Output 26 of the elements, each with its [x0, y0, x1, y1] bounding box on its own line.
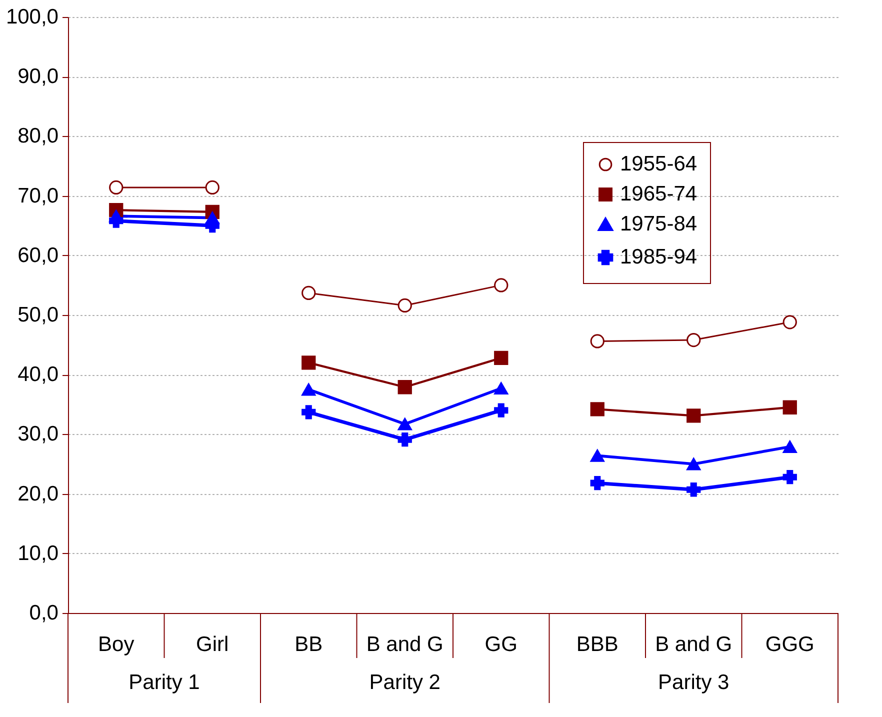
y-tick-label: 90,0: [18, 65, 58, 88]
legend-label: 1955-64: [620, 152, 698, 176]
y-tick-label: 100,0: [6, 6, 58, 28]
legend-label: 1985-94: [620, 246, 698, 268]
y-tick-label: 80,0: [18, 124, 58, 148]
legend-label: 1965-74: [620, 182, 698, 206]
legend-label: 1975-84: [620, 212, 698, 236]
y-tick-label: 30,0: [18, 422, 58, 446]
x-tick-label: Girl: [196, 633, 229, 656]
y-tick-label: 40,0: [18, 363, 58, 386]
x-tick-label: BB: [294, 633, 323, 656]
x-tick-label: Boy: [98, 633, 135, 656]
y-tick-label: 20,0: [18, 482, 58, 506]
y-tick-label: 70,0: [18, 184, 58, 208]
y-tick-label: 10,0: [18, 542, 58, 565]
y-tick-label: 50,0: [18, 304, 58, 326]
y-tick-label: 60,0: [18, 244, 58, 267]
x-tick-label: GG: [484, 633, 518, 656]
x-tick-label: B and G: [655, 633, 732, 656]
text: Parity 3: [658, 671, 730, 694]
y-tick-label: 0,0: [29, 602, 58, 624]
x-tick-label: GGG: [765, 633, 814, 656]
x-tick-label: B and G: [366, 633, 444, 656]
x-tick-label: BBB: [576, 633, 618, 656]
text: Parity 2: [369, 671, 440, 694]
text: Parity 1: [128, 671, 200, 694]
